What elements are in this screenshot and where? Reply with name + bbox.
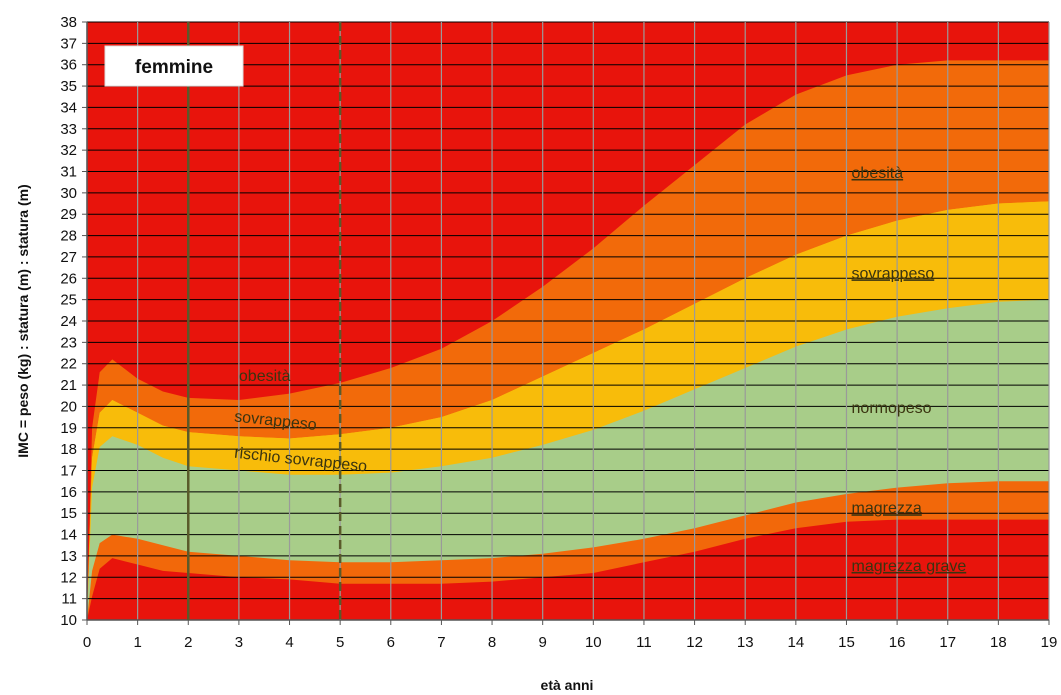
y-axis-title: IMC = peso (kg) : statura (m) : statura … [15,184,31,457]
x-tick-label: 5 [336,634,344,651]
y-tick-label: 16 [60,484,77,501]
x-tick-label: 1 [133,634,141,651]
y-tick-label: 25 [60,292,77,309]
vertical-markers [187,22,342,620]
zone-label-magrezza-grave: magrezza grave [852,558,967,575]
y-tick-label: 11 [61,591,77,608]
y-tick-label: 19 [60,420,77,437]
y-tick-label: 22 [60,356,77,373]
y-tick-label: 15 [60,505,77,522]
y-tick-label: 13 [60,548,77,565]
zone-label-sovrappeso: sovrappeso [852,265,935,282]
x-tick-label: 16 [889,634,906,651]
y-tick-label: 12 [60,569,77,586]
y-tick-label: 34 [60,99,77,116]
x-tick-label: 0 [83,634,91,651]
legend-box-background [104,45,244,87]
x-tick-label: 17 [939,634,956,651]
y-tick-label: 31 [60,164,77,181]
x-tick-label: 6 [387,634,395,651]
y-tick-label: 35 [60,78,77,95]
y-tick-label: 17 [60,463,77,480]
x-tick-label: 12 [686,634,703,651]
x-tick-label: 2 [184,634,192,651]
y-tick-label: 20 [60,398,77,415]
y-tick-label: 26 [60,270,77,287]
y-tick-label: 30 [60,185,77,202]
y-tick-label: 29 [60,206,77,223]
area-magrezza-grave [87,519,1049,620]
zone-label-obesita: obesità [239,368,291,385]
y-tick-label: 18 [60,441,77,458]
y-tick-label: 14 [60,527,77,544]
x-tick-label: 7 [437,634,445,651]
zone-label-magrezza: magrezza [852,500,922,517]
zone-label-obesita: obesità [852,165,904,182]
x-tick-label: 9 [539,634,547,651]
legend-box: femmine [104,45,244,87]
x-tick-label: 15 [838,634,855,651]
y-tick-label: 37 [60,35,77,52]
y-tick-label: 24 [60,313,77,330]
y-tick-label: 27 [60,249,77,266]
x-tick-label: 4 [285,634,293,651]
x-tick-label: 3 [235,634,243,651]
y-tick-label: 28 [60,228,77,245]
y-tick-label: 32 [60,142,77,159]
x-tick-label: 11 [636,634,652,651]
x-axis-ticks: 0 1 2 3 4 5 6 7 8 9 10 11 12 13 14 15 16 17 18 19 [83,620,1058,651]
x-axis-title: età anni [541,677,594,693]
x-tick-label: 13 [737,634,754,651]
y-tick-label: 10 [60,612,77,629]
x-tick-label: 18 [990,634,1007,651]
legend-box-label: femmine [135,57,213,78]
y-tick-label: 33 [60,121,77,138]
x-tick-label: 10 [585,634,602,651]
y-tick-label: 38 [60,14,77,31]
y-axis-ticks: 10 11 12 13 14 15 16 17 18 19 20 21 22 23 24 25 26 27 28 29… [60,14,87,629]
y-tick-label: 21 [60,377,77,394]
x-tick-label: 14 [787,634,804,651]
y-tick-label: 23 [60,334,77,351]
y-tick-label: 36 [60,57,77,74]
x-tick-label: 8 [488,634,496,651]
zone-label-normopeso: normopeso [852,400,932,417]
x-tick-label: 19 [1041,634,1058,651]
